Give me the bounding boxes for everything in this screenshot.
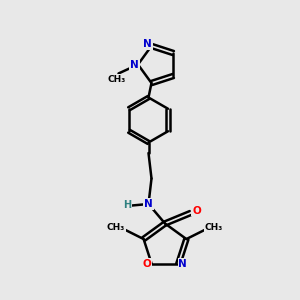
Text: CH₃: CH₃ xyxy=(205,223,223,232)
Text: N: N xyxy=(143,40,152,50)
Text: O: O xyxy=(192,206,201,216)
Text: O: O xyxy=(143,259,152,269)
Text: CH₃: CH₃ xyxy=(107,223,125,232)
Text: CH₃: CH₃ xyxy=(108,75,126,84)
Text: H: H xyxy=(123,200,132,211)
Text: N: N xyxy=(178,259,187,269)
Text: N: N xyxy=(144,199,153,209)
Text: N: N xyxy=(130,59,139,70)
